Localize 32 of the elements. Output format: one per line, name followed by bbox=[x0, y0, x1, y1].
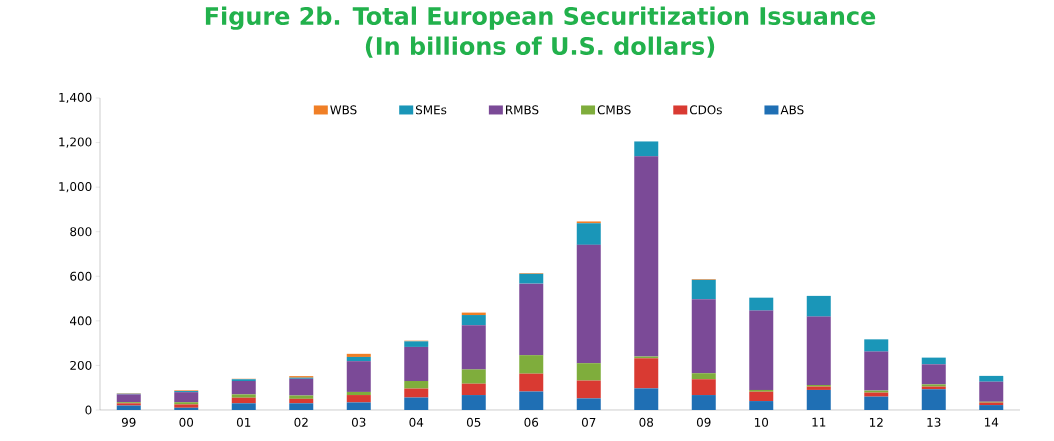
y-tick-label: 0 bbox=[85, 405, 92, 415]
legend-label: ABS bbox=[780, 105, 804, 115]
x-tick-label: 13 bbox=[927, 417, 941, 427]
y-tick-label: 800 bbox=[70, 227, 92, 237]
legend-label: CMBS bbox=[597, 105, 631, 115]
y-tick-label: 600 bbox=[70, 271, 92, 281]
chart-subtitle: (In billions of U.S. dollars) bbox=[365, 36, 715, 58]
y-tick-label: 1,200 bbox=[59, 137, 92, 148]
y-tick-label: 1,400 bbox=[59, 92, 92, 104]
x-tick-label: 12 bbox=[869, 417, 883, 427]
legend-label: SMEs bbox=[415, 105, 447, 115]
x-tick-label: 03 bbox=[351, 417, 366, 427]
y-tick-label: 400 bbox=[70, 316, 92, 326]
x-tick-label: 06 bbox=[524, 417, 539, 427]
x-tick-label: 08 bbox=[639, 417, 654, 427]
x-tick-label: 11 bbox=[812, 417, 826, 427]
legend-label: RMBS bbox=[506, 105, 539, 115]
y-tick-label: 200 bbox=[70, 360, 92, 370]
x-tick-label: 02 bbox=[294, 417, 308, 427]
x-tick-label: 07 bbox=[581, 417, 596, 427]
y-tick-label: 1,000 bbox=[59, 181, 92, 193]
x-tick-label: 05 bbox=[466, 417, 481, 427]
x-tick-label: 09 bbox=[696, 417, 711, 427]
legend-label: CDOs bbox=[689, 105, 722, 115]
x-tick-label: 04 bbox=[409, 417, 424, 427]
x-tick-label: 10 bbox=[754, 417, 769, 427]
x-tick-label: 99 bbox=[121, 417, 136, 427]
x-tick-label: 01 bbox=[236, 417, 251, 427]
x-tick-label: 00 bbox=[179, 417, 194, 427]
legend-label: WBS bbox=[330, 105, 357, 115]
x-tick-label: 14 bbox=[984, 417, 999, 427]
chart-title: Figure 2b. Total European Securitization Issuance bbox=[205, 6, 876, 30]
